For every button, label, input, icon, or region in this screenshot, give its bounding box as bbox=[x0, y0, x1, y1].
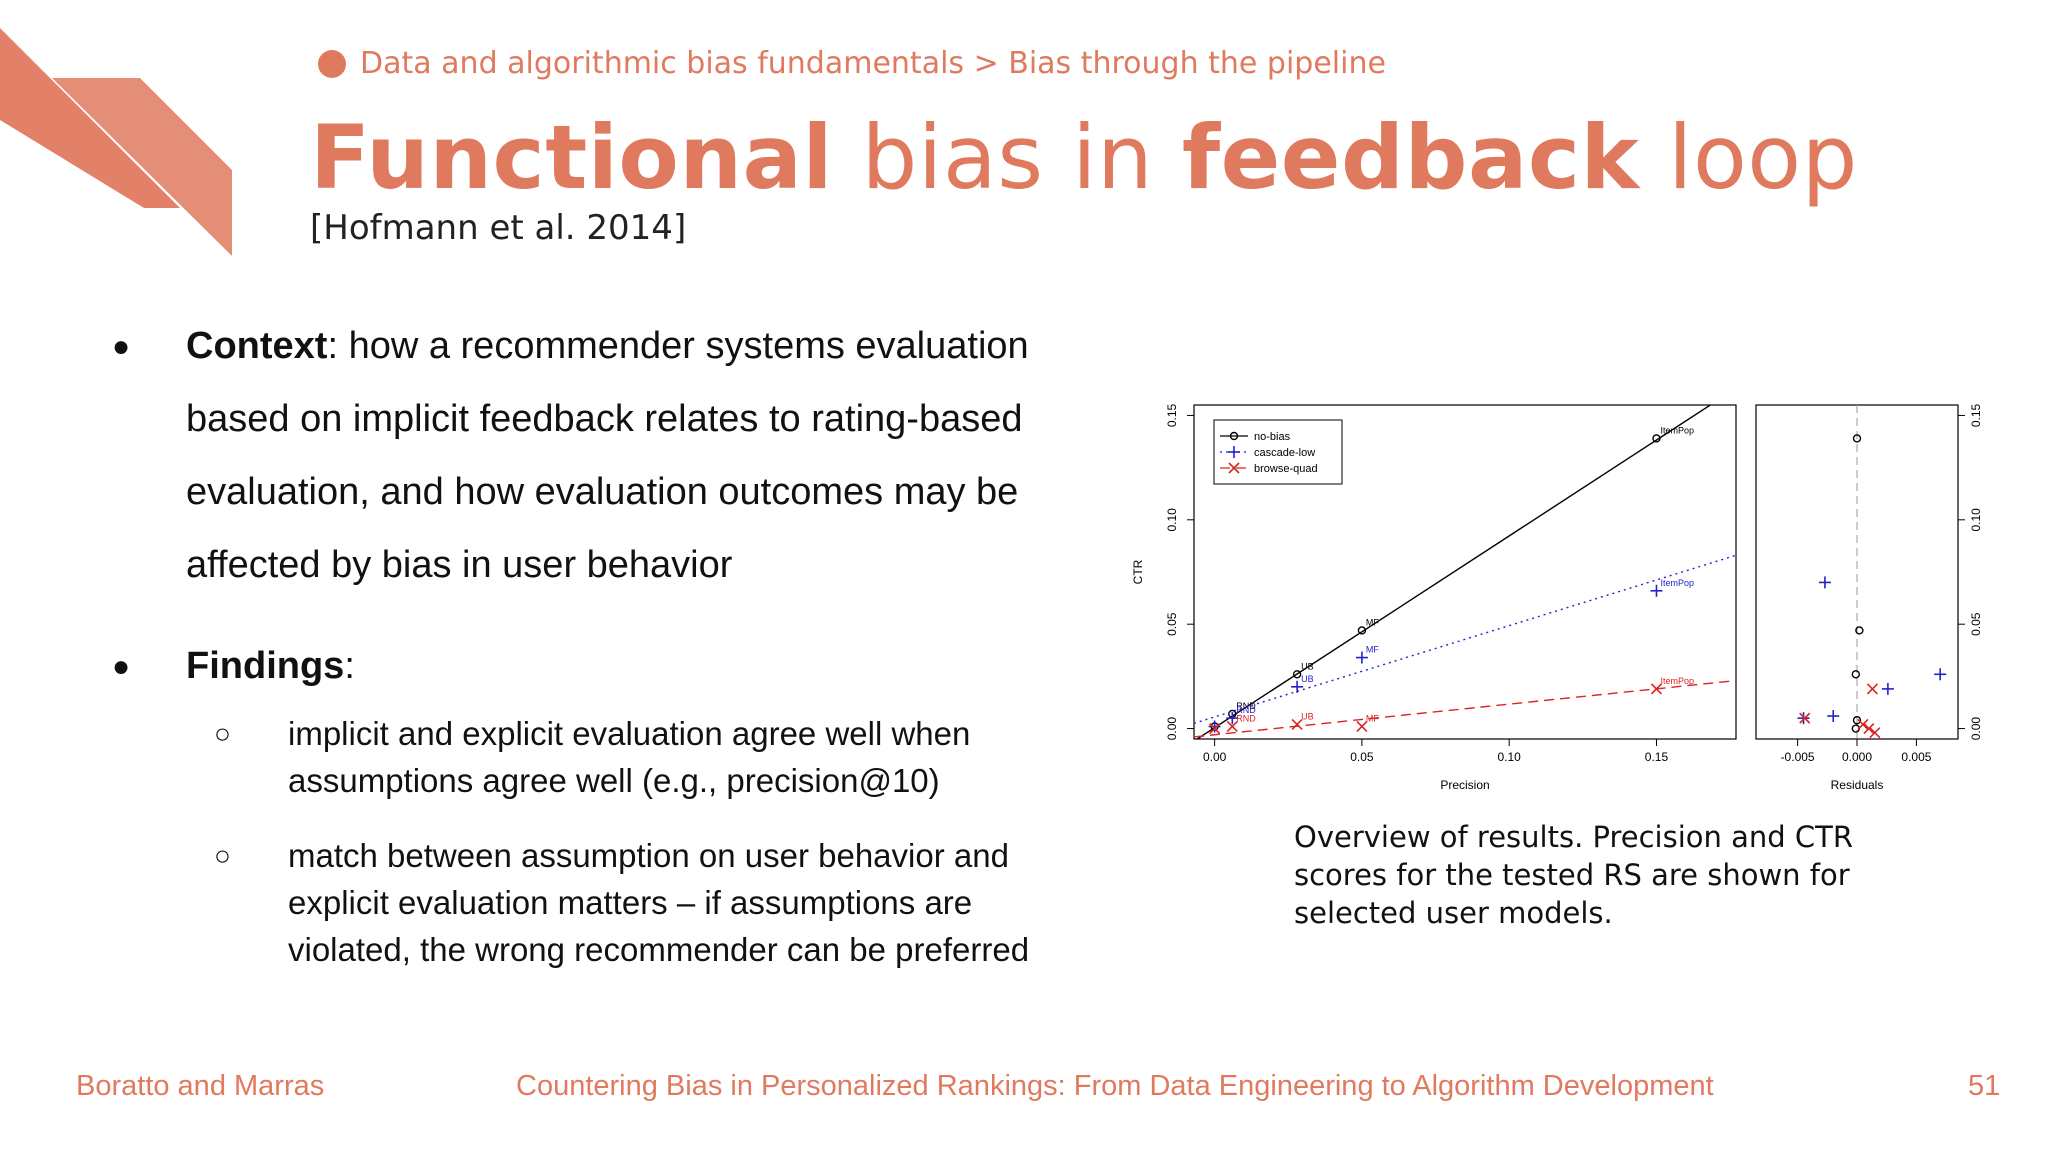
findings-suffix: : bbox=[344, 645, 355, 687]
bullet-dot-icon: ● bbox=[112, 330, 131, 363]
point-x-b bbox=[1291, 718, 1303, 730]
footer-authors: Boratto and Marras bbox=[76, 1070, 325, 1102]
plot-area: RND UB MF ItemPop RND UB MF ItemPop RND UB MF ItemP… bbox=[1194, 405, 1736, 739]
legend-label-cascade-low: cascade-low bbox=[1254, 447, 1315, 459]
point-circle bbox=[1852, 434, 1862, 443]
x-tick-label: 0.10 bbox=[1498, 750, 1522, 764]
point-label: UB bbox=[1301, 674, 1314, 684]
logo-stripes bbox=[0, 28, 232, 256]
point-x-b bbox=[1857, 718, 1869, 730]
sub-bullet-2: ○ match between assumption on user behav… bbox=[214, 832, 1068, 973]
point-circle bbox=[1652, 434, 1661, 443]
sub-bullet-text: implicit and explicit evaluation agree w… bbox=[288, 715, 971, 799]
y-tick-label: 0.15 bbox=[1969, 403, 1983, 427]
breadcrumb-dot-icon bbox=[318, 49, 346, 78]
point-x-b bbox=[1866, 683, 1879, 695]
point-x-b bbox=[1226, 720, 1238, 733]
x-tick-label: 0.005 bbox=[1901, 750, 1931, 764]
point-x-b bbox=[1863, 722, 1875, 735]
point-circle bbox=[1851, 670, 1861, 679]
point-label: MF bbox=[1366, 645, 1379, 655]
point-label: MF bbox=[1366, 617, 1379, 627]
point-x-b bbox=[1356, 720, 1368, 733]
page-number: 51 bbox=[1968, 1070, 2001, 1102]
point-label: ItemPop bbox=[1660, 676, 1694, 686]
point-circle bbox=[1357, 626, 1367, 635]
bullet-context: ● Context: how a recommender systems eva… bbox=[112, 310, 1066, 602]
point-x-b bbox=[1869, 727, 1881, 739]
point-circle bbox=[1855, 626, 1864, 635]
point-label: ItemPop bbox=[1660, 578, 1694, 588]
fit-line-no-bias bbox=[1195, 405, 1712, 739]
sub-bullet-text: match between assumption on user behavio… bbox=[288, 837, 1030, 968]
y-tick-label: 0.05 bbox=[1969, 612, 1983, 636]
point-x-b bbox=[1209, 722, 1221, 735]
title-light-1: bias in bbox=[833, 106, 1182, 209]
point-label: MF bbox=[1366, 713, 1379, 723]
residuals-plot: -0.005 0.000 0.005 0.00 0.05 0.10 0.15 Residual… bbox=[1755, 403, 1983, 792]
point-x-b bbox=[1799, 712, 1811, 724]
point-label: ItemPop bbox=[1660, 425, 1694, 435]
point-label: RND bbox=[1236, 705, 1256, 715]
y-tick-label: 0.10 bbox=[1165, 508, 1179, 532]
sub-bullet-circle-icon: ○ bbox=[214, 840, 231, 871]
legend-label-no-bias: no-bias bbox=[1254, 431, 1291, 443]
y-tick-label: 0.00 bbox=[1165, 717, 1179, 741]
precision-ctr-plot: 0.00 0.05 0.10 0.15 0.00 0.05 0.10 0.15 Precisio… bbox=[1131, 403, 1737, 792]
x-tick-label: 0.05 bbox=[1350, 750, 1374, 764]
point-label: RND bbox=[1236, 701, 1256, 711]
breadcrumb-text: Data and algorithmic bias fundamentals >… bbox=[360, 46, 1386, 81]
title-bold-1: Functional bbox=[310, 106, 834, 209]
figure-caption: Overview of results. Precision and CTR s… bbox=[1294, 820, 1854, 930]
legend: no-bias cascade-low browse-quad bbox=[1213, 419, 1343, 485]
y-tick-label: 0.15 bbox=[1165, 403, 1179, 427]
fit-line-browse-quad bbox=[1194, 679, 1736, 738]
y-axis-label: CTR bbox=[1131, 559, 1145, 584]
legend-label-browse-quad: browse-quad bbox=[1254, 463, 1318, 475]
context-text: : how a recommender systems evaluation b… bbox=[186, 325, 1029, 586]
x-axis-label: Residuals bbox=[1831, 778, 1884, 792]
sub-bullet-1: ○ implicit and explicit evaluation agree… bbox=[214, 710, 1068, 804]
footer-title: Countering Bias in Personalized Rankings… bbox=[516, 1070, 1714, 1102]
point-x-b bbox=[1650, 683, 1663, 695]
x-axis-label: Precision bbox=[1440, 778, 1489, 792]
point-x-b bbox=[1228, 462, 1240, 474]
title-bold-2: feedback bbox=[1181, 106, 1640, 209]
x-tick-label: 0.15 bbox=[1645, 750, 1669, 764]
point-circle bbox=[1852, 716, 1862, 725]
residual-frame bbox=[1755, 404, 1959, 740]
title-light-2: loop bbox=[1639, 106, 1858, 209]
plot-frame bbox=[1193, 404, 1737, 740]
bullet-findings: ● Findings: bbox=[112, 630, 1066, 703]
point-label: UB bbox=[1301, 711, 1314, 721]
fit-line-cascade-low bbox=[1194, 554, 1736, 725]
results-figure: 0.00 0.05 0.10 0.15 0.00 0.05 0.10 0.15 Precisio… bbox=[1131, 403, 1983, 792]
point-circle bbox=[1292, 670, 1302, 679]
context-label: Context bbox=[186, 325, 328, 367]
y-tick-label: 0.05 bbox=[1165, 612, 1179, 636]
x-tick-label: 0.00 bbox=[1203, 750, 1227, 764]
bullet-dot-icon: ● bbox=[112, 650, 131, 683]
y-tick-label: 0.10 bbox=[1969, 508, 1983, 532]
citation: [Hofmann et al. 2014] bbox=[310, 208, 687, 248]
findings-label: Findings bbox=[186, 645, 345, 687]
point-label: RND bbox=[1236, 713, 1256, 723]
x-tick-label: 0.000 bbox=[1842, 750, 1872, 764]
y-tick-label: 0.00 bbox=[1969, 717, 1983, 741]
x-tick-label: -0.005 bbox=[1781, 750, 1815, 764]
point-circle bbox=[1229, 431, 1239, 441]
page-title: Functional bias in feedback loop bbox=[310, 106, 1858, 209]
sub-bullet-circle-icon: ○ bbox=[214, 718, 231, 749]
breadcrumb: Data and algorithmic bias fundamentals >… bbox=[318, 46, 1386, 81]
point-label: UB bbox=[1301, 661, 1314, 671]
